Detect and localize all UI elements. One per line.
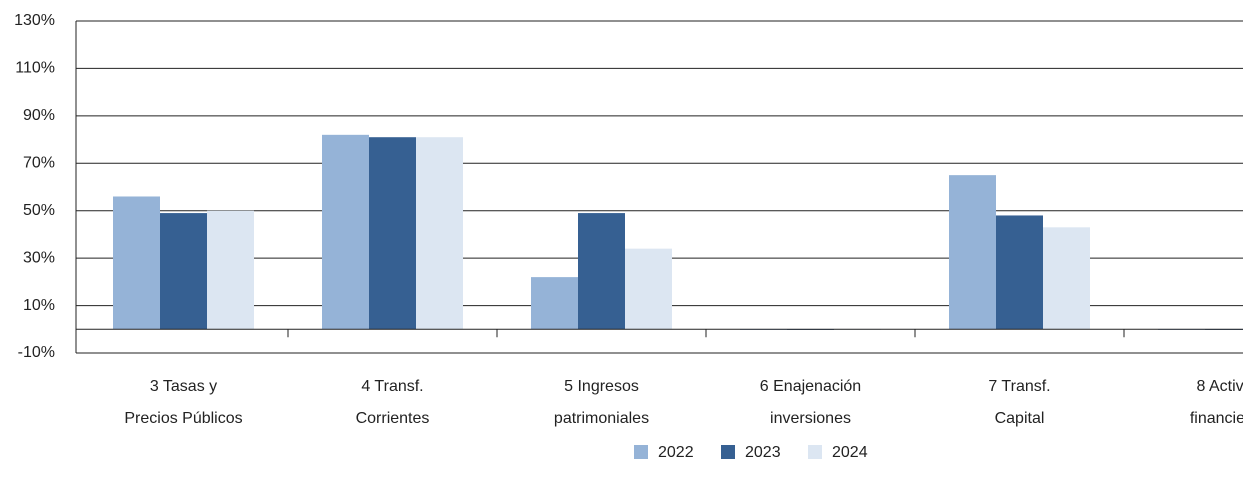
bar xyxy=(207,210,254,330)
legend-swatch xyxy=(721,445,735,459)
x-tick-label-line: 8 Activos xyxy=(1196,378,1243,395)
x-tick-label: 8 Activos financieros xyxy=(1190,378,1243,427)
x-tick-label-line: 6 Enajenación xyxy=(760,378,861,395)
x-tick-label-line: patrimoniales xyxy=(554,410,649,427)
legend-swatch xyxy=(808,445,822,459)
y-tick-label: 110% xyxy=(15,60,55,77)
x-tick-label-line: 4 Transf. xyxy=(361,378,423,395)
legend-label: 2024 xyxy=(832,444,868,461)
bar xyxy=(625,248,672,330)
x-tick-label-line: Precios Públicos xyxy=(124,410,242,427)
x-tick-label-line: Corrientes xyxy=(356,410,430,427)
bar xyxy=(996,215,1043,330)
y-tick-label: 130% xyxy=(14,12,55,29)
bar xyxy=(578,213,625,330)
x-tick-label-line: 7 Transf. xyxy=(988,378,1050,395)
y-tick-label: 50% xyxy=(23,202,55,219)
y-tick-label: -10% xyxy=(18,344,55,361)
bar xyxy=(416,137,463,330)
y-tick-label: 90% xyxy=(23,107,55,124)
x-tick-label-line: financieros xyxy=(1190,410,1243,427)
x-tick-label-line: inversiones xyxy=(770,410,851,427)
bar xyxy=(322,134,369,330)
bar xyxy=(531,277,578,330)
x-tick-label: 6 Enajenación inversiones xyxy=(760,378,861,427)
legend-label: 2022 xyxy=(658,444,694,461)
bar xyxy=(160,213,207,330)
bar xyxy=(369,137,416,330)
y-tick-label: 70% xyxy=(23,155,55,172)
x-tick-label: 4 Transf. Corrientes xyxy=(356,378,430,427)
legend-label: 2023 xyxy=(745,444,781,461)
y-tick-label: 10% xyxy=(23,297,55,314)
bar xyxy=(113,196,160,330)
x-tick-label-line: 3 Tasas y xyxy=(150,378,217,395)
bar xyxy=(949,175,996,330)
y-tick-label: 30% xyxy=(23,249,55,266)
x-tick-label: 3 Tasas y Precios Públicos xyxy=(124,378,242,427)
legend-swatch xyxy=(634,445,648,459)
bar xyxy=(1043,227,1090,330)
x-tick-label: 7 Transf. Capital xyxy=(988,378,1050,427)
x-tick-label-line: 5 Ingresos xyxy=(564,378,639,395)
x-tick-label-line: Capital xyxy=(995,410,1045,427)
x-tick-label: 5 Ingresos patrimoniales xyxy=(554,378,649,427)
